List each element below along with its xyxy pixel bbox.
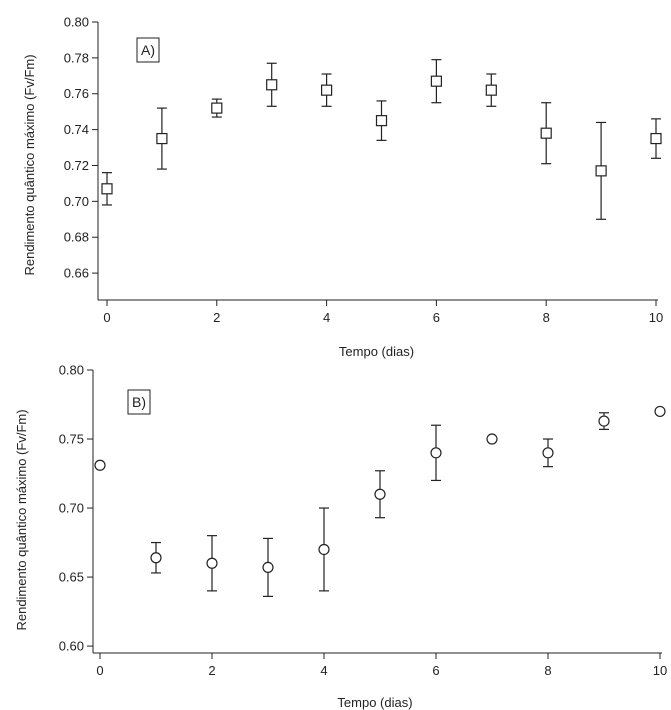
x-tick-label: 4 [323, 310, 330, 325]
y-tick-label: 0.66 [64, 266, 89, 281]
y-tick-label: 0.70 [64, 194, 89, 209]
data-point [94, 459, 106, 471]
x-tick-label: 10 [653, 663, 667, 678]
x-tick-label: 2 [213, 310, 220, 325]
panel-label-box [127, 389, 151, 415]
data-point [654, 405, 666, 418]
panel-b: 0.60 0.65 0.70 0.75 0.80 0 2 4 6 8 10 Tempo (dias) R… [14, 363, 667, 710]
data-point [595, 165, 607, 177]
panel-a: 0.66 0.68 0.70 0.72 0.74 0.76 0.78 0.80 0 2 4 6 8 10 T… [22, 15, 663, 360]
x-tick-label: 8 [543, 310, 550, 325]
panel-label: A) [141, 42, 155, 58]
x-tick-label: 6 [433, 310, 440, 325]
data-point [266, 79, 278, 91]
data-point [101, 183, 113, 195]
y-tick-label: 0.68 [64, 230, 89, 245]
data-point [485, 84, 497, 96]
x-tick-label: 0 [96, 663, 103, 678]
y-tick-label: 0.80 [64, 15, 89, 30]
data-point [156, 132, 168, 145]
data-point [650, 132, 662, 145]
data-point [430, 447, 442, 459]
data-point [374, 488, 386, 500]
x-tick-label: 4 [320, 663, 327, 678]
y-axis-title: Rendimento quântico máximo (Fv/Fm) [14, 409, 29, 630]
y-tick-label: 0.72 [64, 158, 89, 173]
y-tick-label: 0.78 [64, 50, 89, 65]
panel-label: B) [132, 394, 146, 410]
data-point [318, 543, 330, 556]
data-point [598, 415, 610, 427]
x-tick-label: 8 [544, 663, 551, 678]
data-point [262, 561, 274, 574]
data-point [150, 552, 162, 564]
y-tick-label: 0.74 [64, 122, 89, 137]
x-axis-title: Tempo (dias) [337, 695, 412, 710]
data-point [430, 75, 442, 87]
x-axis-title: Tempo (dias) [339, 344, 414, 359]
y-tick-label: 0.76 [64, 86, 89, 101]
x-tick-label: 10 [649, 310, 663, 325]
y-tick-label: 0.60 [59, 639, 84, 654]
y-tick-label: 0.70 [59, 501, 84, 516]
data-point [542, 447, 554, 459]
y-axis-title: Rendimento quântico máximo (Fv/Fm) [22, 54, 37, 275]
y-tick-label: 0.65 [59, 570, 84, 585]
data-point [375, 115, 388, 127]
data-point [540, 127, 552, 139]
x-tick-label: 2 [208, 663, 215, 678]
panel-label-box [136, 37, 160, 63]
data-point [486, 433, 498, 445]
y-tick-label: 0.80 [59, 363, 84, 378]
data-point [321, 84, 333, 96]
x-tick-label: 0 [103, 310, 110, 325]
data-point [206, 557, 218, 569]
x-tick-label: 6 [432, 663, 439, 678]
y-tick-label: 0.75 [59, 432, 84, 447]
data-point [211, 102, 223, 114]
